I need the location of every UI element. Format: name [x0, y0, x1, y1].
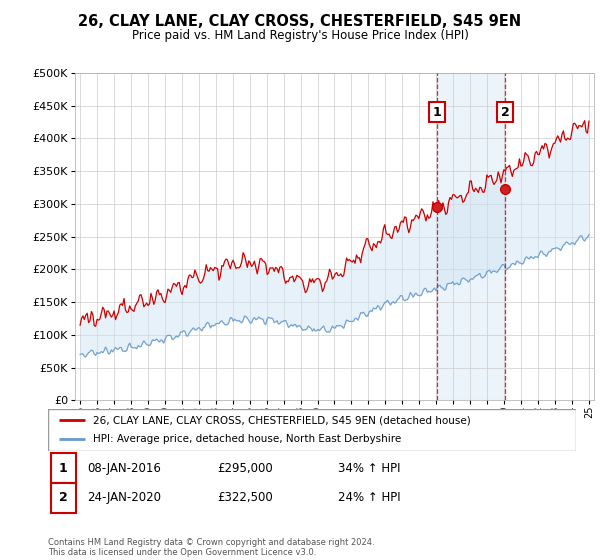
FancyBboxPatch shape	[50, 483, 76, 512]
Text: 1: 1	[433, 106, 442, 119]
Text: 2: 2	[59, 491, 68, 505]
Text: £295,000: £295,000	[217, 461, 273, 475]
FancyBboxPatch shape	[50, 454, 76, 483]
Text: 2: 2	[501, 106, 509, 119]
Text: £322,500: £322,500	[217, 491, 273, 505]
Text: Contains HM Land Registry data © Crown copyright and database right 2024.
This d: Contains HM Land Registry data © Crown c…	[48, 538, 374, 557]
Text: 26, CLAY LANE, CLAY CROSS, CHESTERFIELD, S45 9EN (detached house): 26, CLAY LANE, CLAY CROSS, CHESTERFIELD,…	[93, 415, 470, 425]
Text: HPI: Average price, detached house, North East Derbyshire: HPI: Average price, detached house, Nort…	[93, 435, 401, 445]
Text: 24-JAN-2020: 24-JAN-2020	[88, 491, 161, 505]
Text: 1: 1	[59, 461, 68, 475]
Text: 24% ↑ HPI: 24% ↑ HPI	[338, 491, 401, 505]
Bar	[437, 73, 505, 400]
Text: 34% ↑ HPI: 34% ↑ HPI	[338, 461, 401, 475]
Text: 26, CLAY LANE, CLAY CROSS, CHESTERFIELD, S45 9EN: 26, CLAY LANE, CLAY CROSS, CHESTERFIELD,…	[79, 14, 521, 29]
Text: 08-JAN-2016: 08-JAN-2016	[88, 461, 161, 475]
Text: Price paid vs. HM Land Registry's House Price Index (HPI): Price paid vs. HM Land Registry's House …	[131, 29, 469, 42]
